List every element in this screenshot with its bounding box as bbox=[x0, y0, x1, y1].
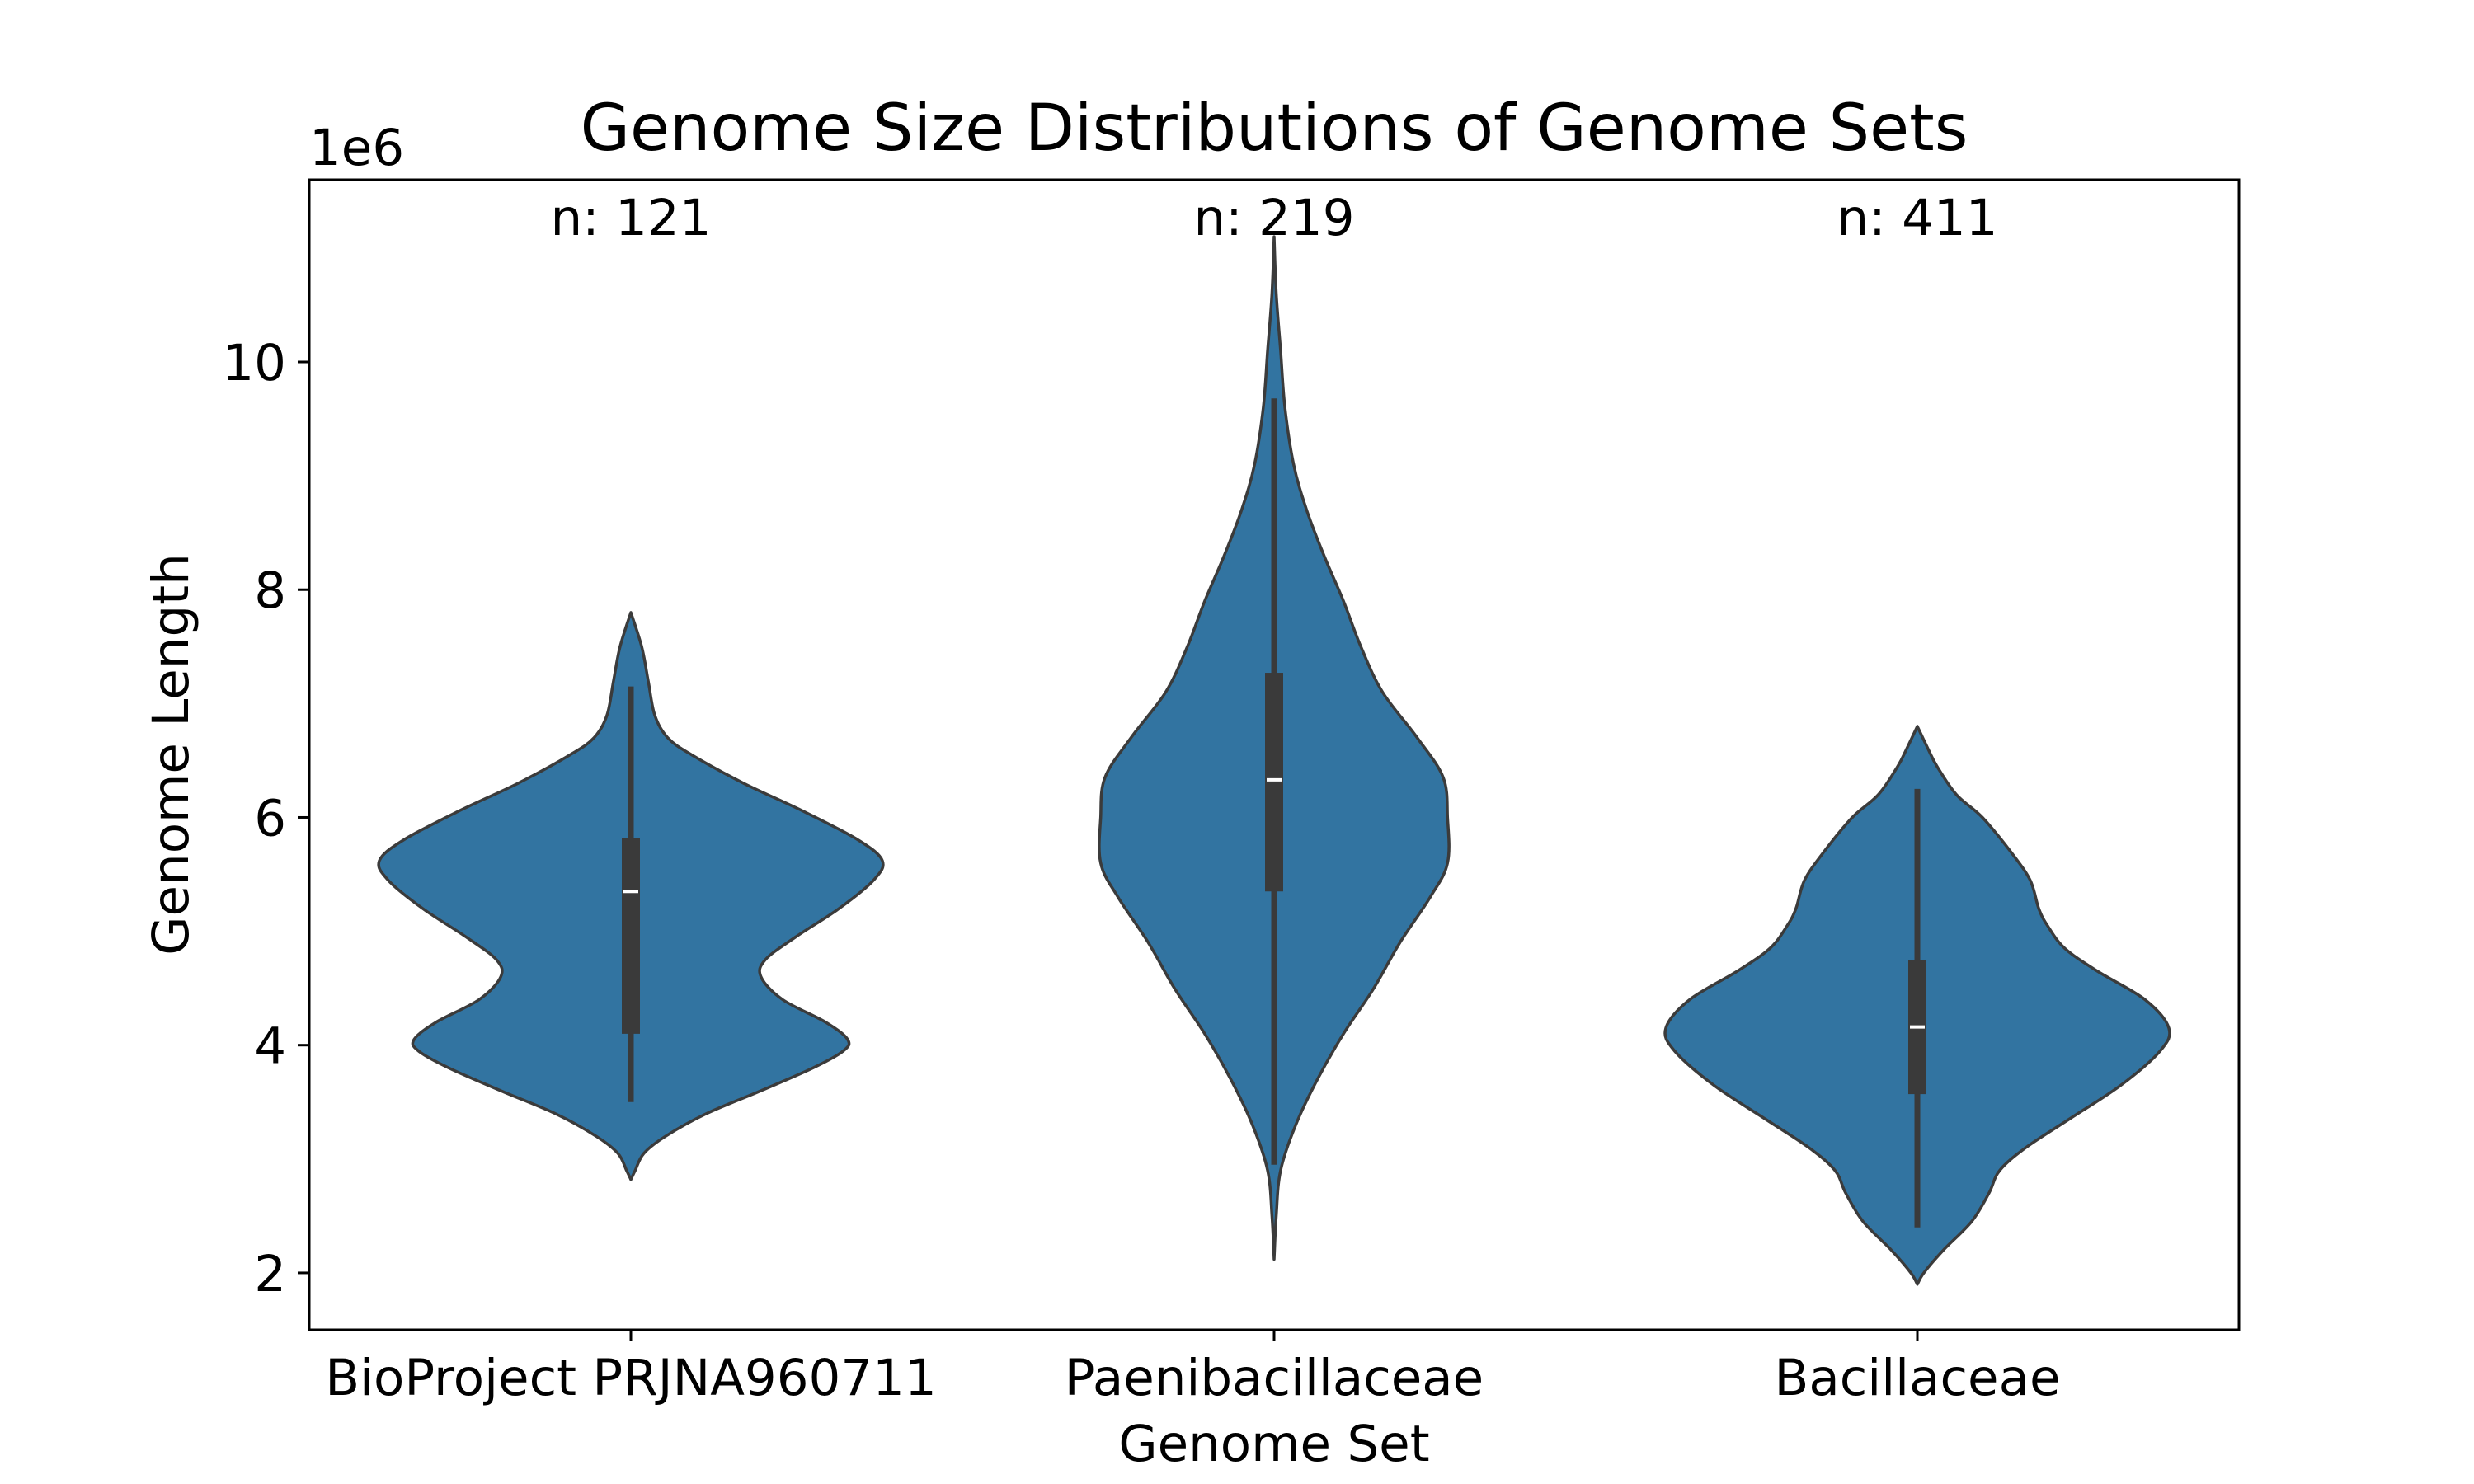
x-axis: BioProject PRJNA960711 Paenibacillaceae Ba… bbox=[325, 1330, 2060, 1407]
n-count-label: n: 219 bbox=[1193, 189, 1354, 247]
violin-group bbox=[1098, 235, 1451, 1261]
y-axis-label: Genome Length bbox=[142, 553, 200, 956]
n-count-label: n: 411 bbox=[1837, 189, 1997, 247]
violin-group bbox=[1663, 725, 2171, 1286]
y-offset-label: 1e6 bbox=[309, 119, 404, 177]
y-tick-label: 2 bbox=[254, 1245, 286, 1303]
x-tick-label: BioProject PRJNA960711 bbox=[325, 1349, 937, 1407]
y-tick-label: 8 bbox=[254, 561, 286, 620]
y-tick-label: 6 bbox=[254, 789, 286, 848]
n-count-label: n: 121 bbox=[550, 189, 711, 247]
y-axis: 2 4 6 8 10 bbox=[222, 334, 309, 1303]
chart-title: Genome Size Distributions of Genome Sets bbox=[581, 92, 1968, 166]
x-tick-label: Paenibacillaceae bbox=[1065, 1349, 1484, 1407]
violin-iqr-box bbox=[622, 838, 640, 1034]
x-tick-label: Bacillaceae bbox=[1775, 1349, 2061, 1407]
violin-group bbox=[377, 611, 885, 1181]
violin-iqr-box bbox=[1265, 673, 1283, 892]
plot-area: n: 121 n: 219 n: 411 bbox=[377, 189, 2171, 1286]
y-tick-label: 4 bbox=[254, 1017, 286, 1076]
x-axis-label: Genome Set bbox=[1118, 1415, 1429, 1473]
y-tick-label: 10 bbox=[222, 334, 286, 392]
